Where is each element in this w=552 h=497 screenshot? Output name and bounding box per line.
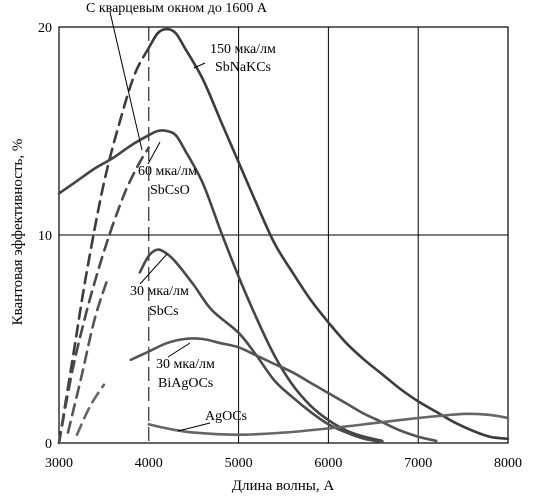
label-sbcso-line1: 60 мка/лм	[138, 164, 197, 179]
curve-30-sbcs-solid-1	[138, 248, 384, 444]
y-tick-label-20: 20	[38, 21, 52, 36]
curve-agocs-solid-1	[147, 412, 510, 437]
curve-agocs-dashed-0	[75, 383, 106, 436]
leader-sbcs	[139, 253, 168, 285]
label-sbcs-line1: 30 мка/лм	[130, 284, 189, 299]
y-tick-label-10: 10	[38, 229, 52, 244]
label-biagocs-line1: 30 мка/лм	[156, 357, 215, 372]
x-tick-label-8000: 8000	[494, 456, 522, 471]
x-tick-label-3000: 3000	[45, 456, 73, 471]
label-biagocs-line2: BiAgOCs	[158, 376, 213, 391]
leader-biagocs	[167, 342, 191, 358]
label-sbnakcs-line1: 150 мка/лм	[210, 42, 276, 57]
x-tick-label-4000: 4000	[135, 456, 163, 471]
leader-sbnakcs	[193, 62, 206, 69]
curve-30-biagocs-dashed-0	[66, 275, 110, 434]
label-agocs: AgOCs	[205, 409, 247, 424]
leader-lines	[109, 11, 211, 432]
curve-150-sbnakcs-dashed-0	[57, 46, 151, 445]
y-tick-label-0: 0	[45, 437, 52, 452]
leader-agocs	[177, 422, 211, 432]
label-sbcs-line2: SbCs	[149, 304, 179, 319]
leader-sbcso	[147, 141, 161, 165]
y-axis-label: Квантовая эффективность, %	[10, 139, 26, 326]
label-sbcso-line2: SbCsO	[150, 183, 190, 198]
curve-layer	[57, 27, 510, 445]
tick-layer: 3000 4000 5000 6000 7000 8000 0 10 20	[38, 21, 522, 471]
curve-30-sbcs-dashed-0	[57, 146, 151, 445]
x-tick-label-6000: 6000	[314, 456, 342, 471]
grid-layer	[58, 26, 509, 444]
x-tick-label-5000: 5000	[225, 456, 253, 471]
x-tick-label-7000: 7000	[404, 456, 432, 471]
leader-quartz	[109, 11, 143, 151]
x-axis-label: Длина волны, А	[232, 478, 335, 494]
label-sbnakcs-line2: SbNaKCs	[215, 60, 271, 75]
curve-60-sbcso-solid-0	[57, 129, 384, 443]
quartz-window-note: С кварцевым окном до 1600 А	[86, 1, 268, 16]
